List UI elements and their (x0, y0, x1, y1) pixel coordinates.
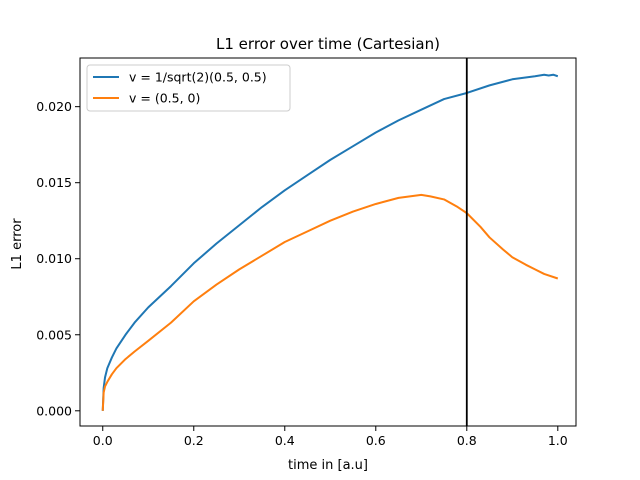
y-axis: 0.000 0.005 0.010 0.015 0.020 (36, 99, 80, 418)
x-tick-label: 0.8 (457, 433, 477, 448)
series-line-2 (101, 193, 559, 411)
chart-title: L1 error over time (Cartesian) (216, 35, 440, 53)
y-axis-label: L1 error (10, 218, 25, 270)
x-tick-label: 0.2 (184, 433, 204, 448)
y-tick-label: 0.010 (36, 251, 72, 266)
y-tick-label: 0.005 (36, 327, 72, 342)
legend-label-2: v = (0.5, 0) (129, 91, 200, 106)
x-tick-label: 1.0 (548, 433, 568, 448)
plot-area (79, 57, 577, 427)
series-line-1 (101, 73, 559, 411)
x-tick-label: 0.0 (93, 433, 113, 448)
legend-label-1: v = 1/sqrt(2)(0.5, 0.5) (129, 70, 267, 85)
axes-frame (79, 57, 577, 427)
y-tick-label: 0.015 (36, 175, 72, 190)
x-tick-label: 0.4 (275, 433, 295, 448)
x-axis: 0.0 0.2 0.4 0.6 0.8 1.0 (93, 426, 568, 448)
x-axis-label: time in [a.u] (288, 458, 368, 473)
legend-box (86, 64, 291, 112)
y-tick-label: 0.020 (36, 99, 72, 114)
y-tick-label: 0.000 (36, 403, 72, 418)
legend: v = 1/sqrt(2)(0.5, 0.5) v = (0.5, 0) (86, 64, 291, 112)
x-tick-label: 0.6 (366, 433, 386, 448)
series-layer (101, 73, 559, 411)
